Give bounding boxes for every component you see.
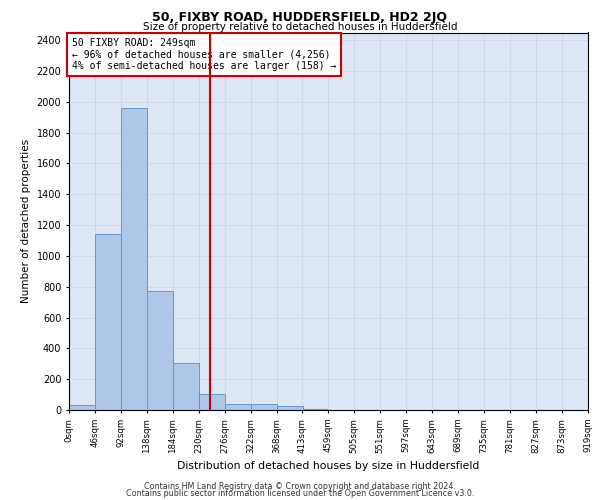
Text: 50, FIXBY ROAD, HUDDERSFIELD, HD2 2JQ: 50, FIXBY ROAD, HUDDERSFIELD, HD2 2JQ bbox=[152, 12, 448, 24]
Text: Contains HM Land Registry data © Crown copyright and database right 2024.: Contains HM Land Registry data © Crown c… bbox=[144, 482, 456, 491]
Bar bbox=[225, 404, 251, 410]
Bar bbox=[251, 404, 277, 410]
Text: 50 FIXBY ROAD: 249sqm
← 96% of detached houses are smaller (4,256)
4% of semi-de: 50 FIXBY ROAD: 249sqm ← 96% of detached … bbox=[71, 38, 336, 72]
Bar bbox=[95, 234, 121, 410]
Text: Contains public sector information licensed under the Open Government Licence v3: Contains public sector information licen… bbox=[126, 489, 474, 498]
Y-axis label: Number of detached properties: Number of detached properties bbox=[21, 139, 31, 304]
Text: Size of property relative to detached houses in Huddersfield: Size of property relative to detached ho… bbox=[143, 22, 457, 32]
Bar bbox=[277, 406, 303, 410]
Bar bbox=[173, 363, 199, 410]
Bar bbox=[199, 394, 225, 410]
Bar bbox=[69, 406, 95, 410]
Bar bbox=[147, 290, 173, 410]
Bar bbox=[302, 409, 328, 410]
X-axis label: Distribution of detached houses by size in Huddersfield: Distribution of detached houses by size … bbox=[178, 461, 479, 471]
Bar bbox=[121, 108, 147, 410]
